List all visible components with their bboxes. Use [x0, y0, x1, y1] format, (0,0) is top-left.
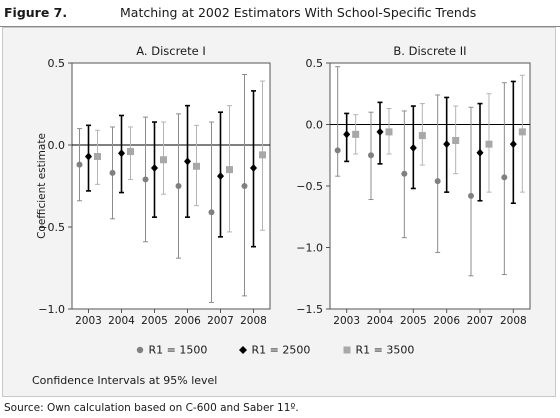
data-point-circle [334, 147, 341, 154]
x-tick-label: 2008 [500, 315, 527, 327]
data-point-diamond [376, 127, 384, 136]
legend-label-r1-1500: R1 = 1500 [148, 343, 208, 357]
data-point-diamond [343, 130, 351, 139]
figure-label: Figure 7. [4, 5, 68, 20]
y-tick-label: −1.5 [296, 303, 323, 316]
legend-item-r1-2500: R1 = 2500 [238, 343, 310, 357]
plot-area [329, 62, 531, 310]
source-note: Source: Own calculation based on C-600 a… [4, 402, 299, 414]
data-point-square [226, 166, 233, 174]
legend-diamond-marker [239, 346, 247, 354]
data-point-square [127, 148, 134, 156]
data-point-circle [208, 209, 215, 216]
figure-title: Matching at 2002 Estimators With School-… [120, 5, 477, 20]
x-tick-label: 2004 [367, 315, 394, 327]
legend-label-r1-3500: R1 = 3500 [355, 343, 415, 357]
x-tick-label: 2007 [467, 315, 494, 327]
data-point-circle [468, 192, 474, 199]
data-point-diamond [409, 143, 417, 152]
y-tick-label: −0.5 [38, 221, 65, 234]
y-tick-label: 0.5 [48, 57, 66, 70]
data-point-circle [109, 169, 116, 176]
data-point-square [352, 130, 360, 138]
plot-area [71, 62, 271, 310]
y-tick-label: −1.0 [296, 242, 323, 255]
x-tick-label: 2005 [141, 315, 168, 327]
x-tick-label: 2008 [240, 315, 267, 327]
legend-circle-marker [136, 346, 144, 354]
data-point-square [485, 140, 493, 148]
data-point-circle [368, 152, 374, 159]
data-point-diamond [118, 149, 125, 158]
y-tick-label: 0.0 [48, 139, 66, 152]
x-tick-label: 2006 [174, 315, 201, 327]
y-tick-label: 0.5 [306, 57, 324, 70]
data-point-circle [76, 161, 83, 168]
data-point-square [160, 156, 167, 164]
header-rule [0, 26, 560, 27]
x-tick-label: 2004 [108, 315, 135, 327]
y-tick-label: 0.0 [306, 119, 324, 132]
panel-subtitle: A. Discrete I [136, 44, 206, 58]
legend-label-r1-2500: R1 = 2500 [251, 343, 311, 357]
panel-subtitle: B. Discrete II [393, 44, 466, 58]
x-tick-label: 2003 [333, 315, 360, 327]
data-point-square [94, 152, 101, 160]
data-point-diamond [217, 172, 224, 181]
data-point-diamond [151, 163, 158, 172]
data-point-diamond [250, 163, 257, 172]
chart-panel-b: B. Discrete II −1.5 −1.0 −0.5 0.0 0.5 2003 2004… [296, 44, 531, 327]
data-point-diamond [443, 140, 451, 149]
data-point-square [193, 162, 200, 170]
data-point-square [518, 128, 526, 136]
data-point-diamond [85, 152, 92, 161]
data-point-square [418, 132, 426, 140]
legend-square-marker [343, 346, 351, 354]
data-point-diamond [184, 157, 191, 166]
data-point-diamond [509, 140, 517, 149]
x-tick-label: 2005 [400, 315, 427, 327]
data-point-square [259, 151, 266, 159]
data-point-circle [175, 183, 182, 189]
legend-item-r1-3500: R1 = 3500 [342, 343, 414, 357]
data-point-circle [142, 176, 149, 183]
data-point-circle [401, 170, 408, 177]
confidence-note: Confidence Intervals at 95% level [32, 374, 218, 387]
y-axis-label: Coefficient estimate [36, 133, 48, 239]
chart-panel-a: A. Discrete I −1.0 −0.5 0.0 0.5 2003 2004 2005 2… [36, 44, 271, 327]
data-point-square [452, 136, 460, 144]
data-point-circle [241, 183, 248, 189]
data-point-diamond [476, 148, 484, 157]
y-tick-label: −0.5 [296, 180, 323, 193]
data-point-square [385, 128, 393, 136]
x-tick-label: 2003 [75, 315, 102, 327]
y-tick-label: −1.0 [38, 303, 65, 316]
x-tick-label: 2007 [207, 315, 234, 327]
data-point-circle [434, 178, 441, 185]
data-point-circle [501, 174, 508, 181]
x-tick-label: 2006 [433, 315, 460, 327]
legend-item-r1-1500: R1 = 1500 [135, 343, 207, 357]
figure-header: Figure 7. Matching at 2002 Estimators Wi… [0, 0, 560, 26]
